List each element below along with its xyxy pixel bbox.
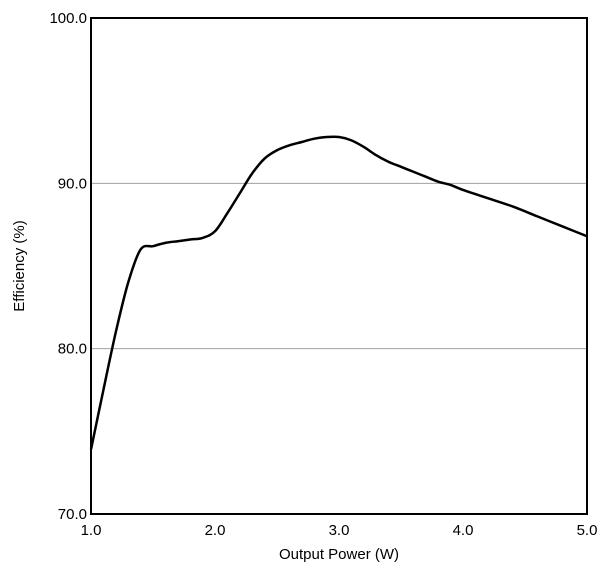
- plot-area-frame: [90, 17, 588, 515]
- y-tick-label: 100.0: [49, 10, 87, 27]
- grid-layer: [91, 182, 587, 350]
- x-tick-label: 2.0: [205, 522, 226, 539]
- efficiency-curve: [89, 135, 588, 450]
- x-tick-label: 1.0: [81, 522, 102, 539]
- x-tick-label: 3.0: [329, 522, 350, 539]
- x-tick-label: 5.0: [577, 522, 598, 539]
- y-tick-label: 80.0: [58, 341, 87, 358]
- x-axis-label: Output Power (W): [279, 546, 399, 563]
- y-tick-label: 90.0: [58, 175, 87, 192]
- y-axis-label: Efficiency (%): [11, 220, 28, 311]
- y-axis-tick-labels: 70.0 80.0 90.0 100.0: [49, 10, 87, 523]
- x-tick-label: 4.0: [453, 522, 474, 539]
- y-tick-label: 70.0: [58, 506, 87, 523]
- series-layer: [89, 135, 588, 450]
- x-axis-tick-labels: 1.0 2.0 3.0 4.0 5.0: [81, 522, 598, 539]
